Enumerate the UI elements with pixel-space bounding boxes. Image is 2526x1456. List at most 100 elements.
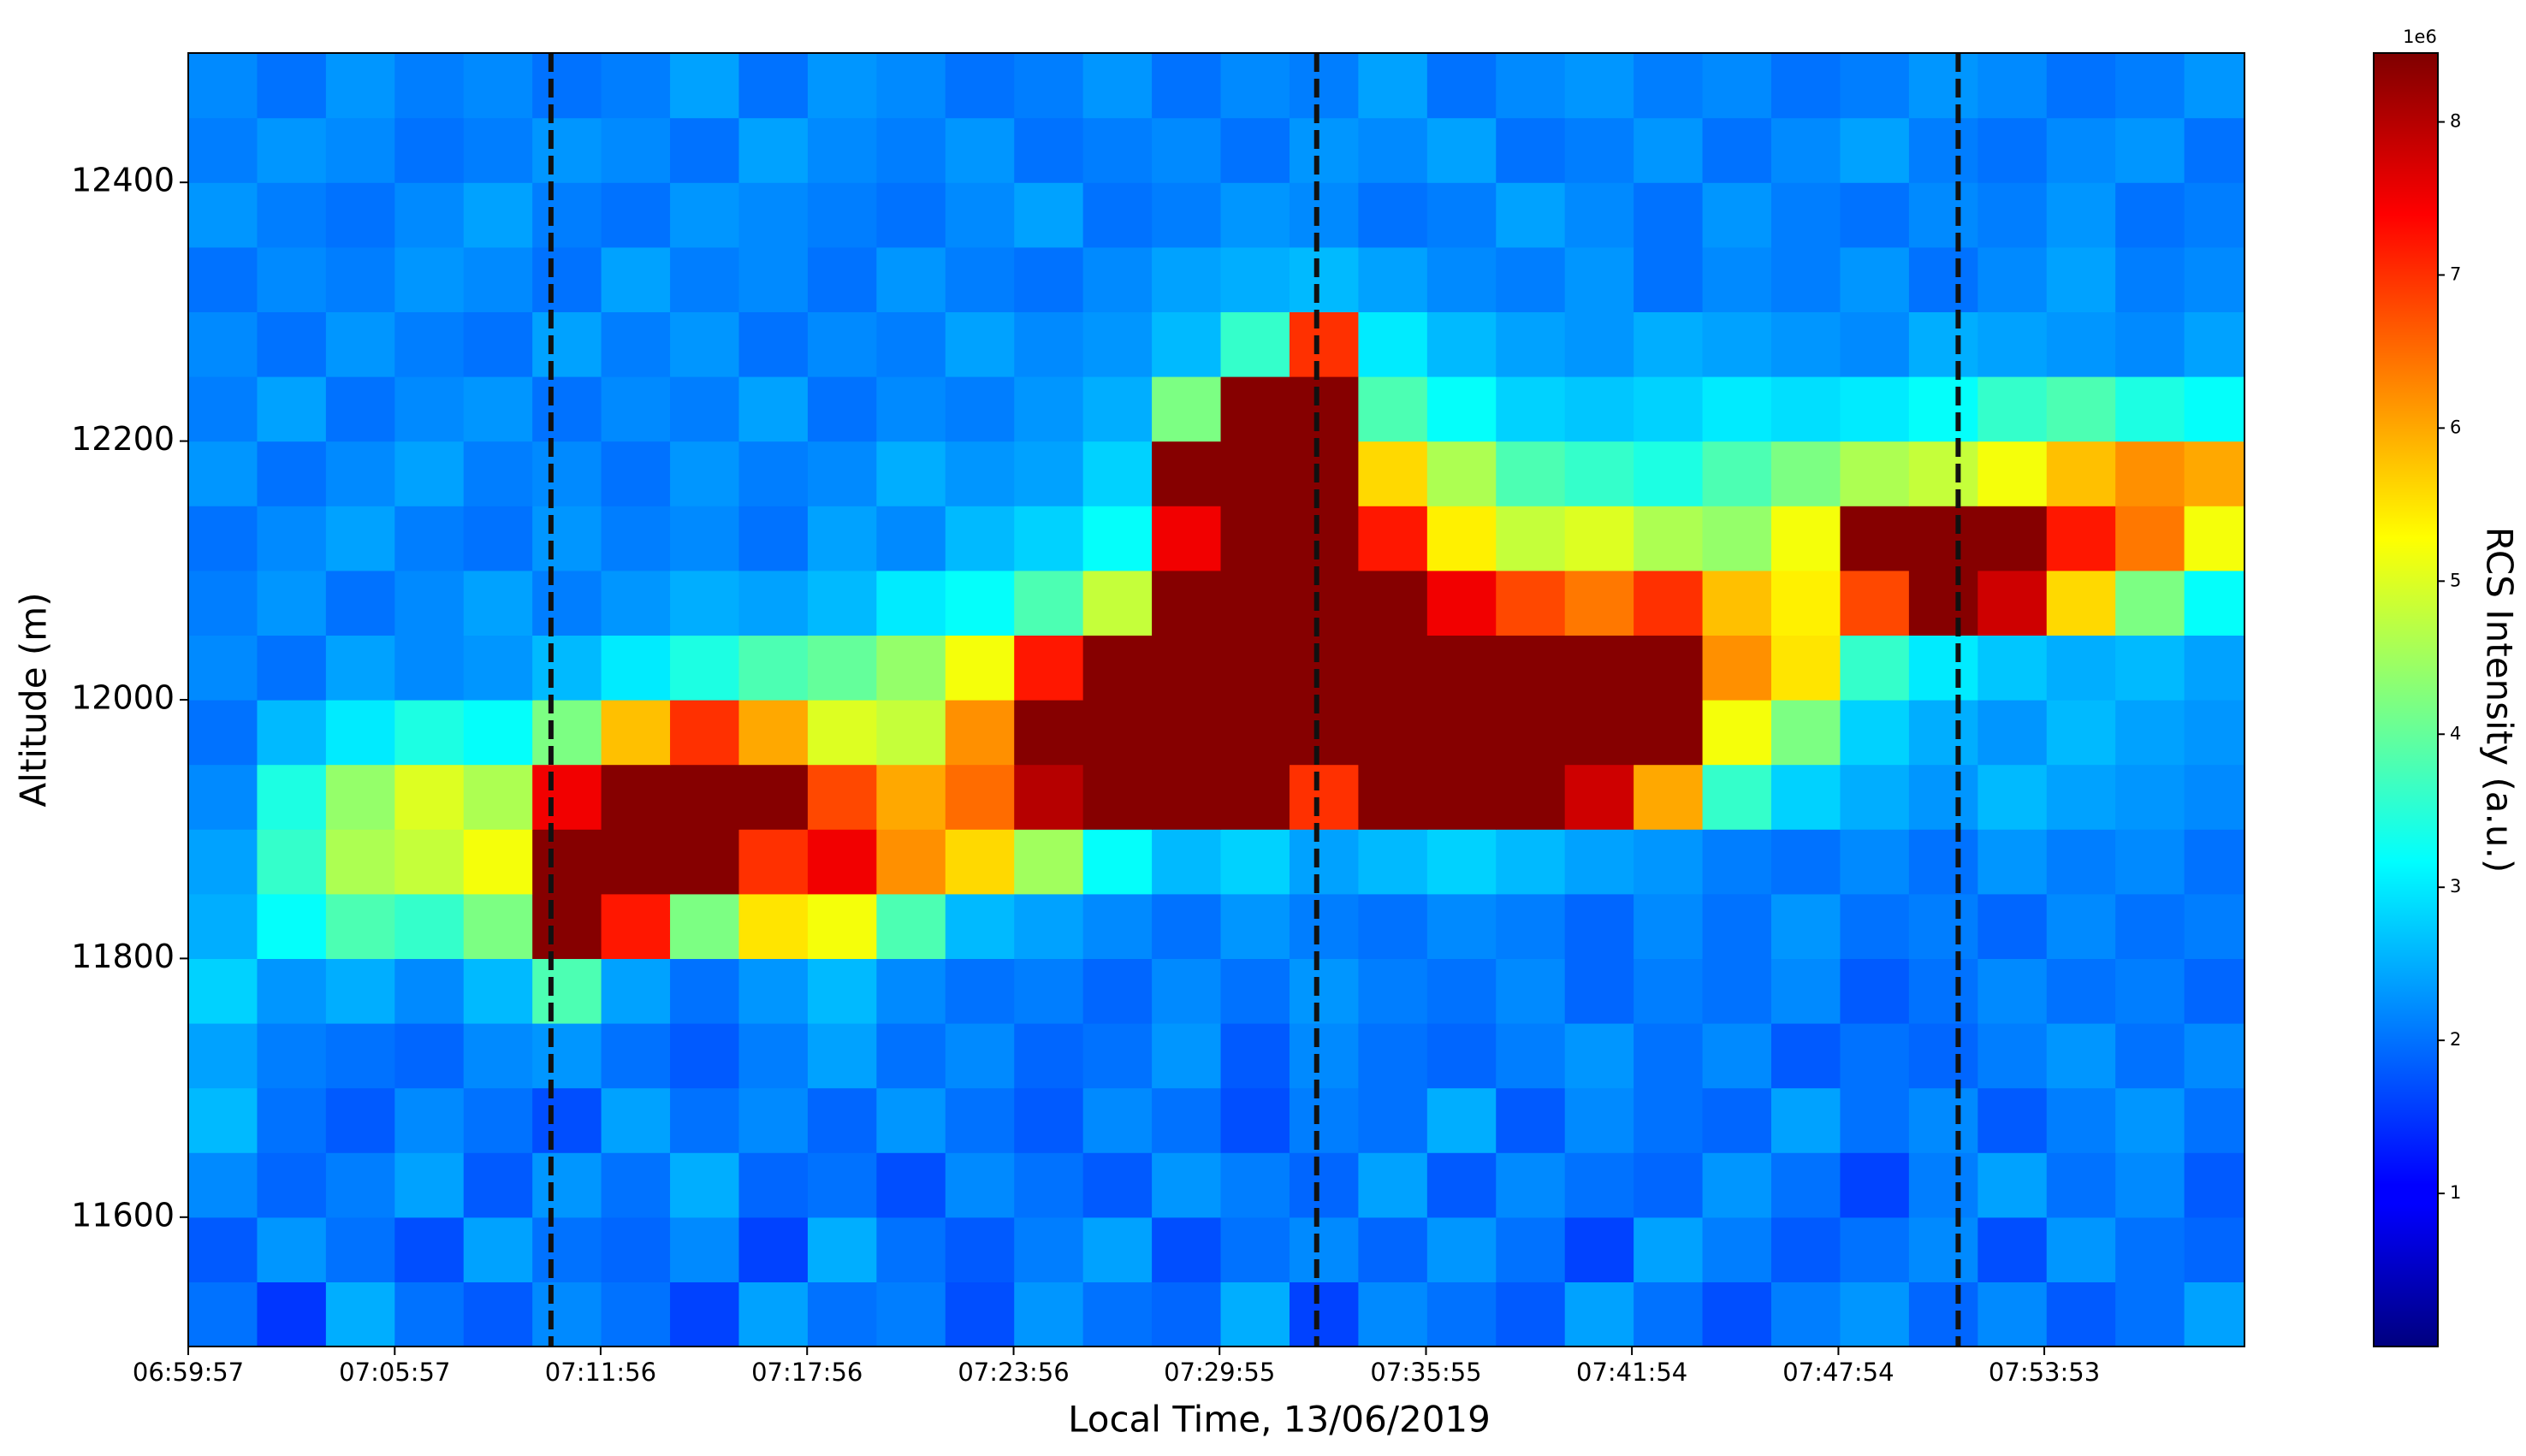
heatmap-cell [1908,376,1978,442]
heatmap-cell [1358,1087,1428,1153]
heatmap-cell [1426,1281,1497,1347]
heatmap-cell [670,246,740,312]
heatmap-cell [1220,1281,1290,1347]
heatmap-cell [2184,506,2244,571]
heatmap-cell [2046,1216,2116,1282]
heatmap-cell [1702,893,1772,959]
heatmap-cell [1014,441,1084,506]
heatmap-cell [188,1281,258,1347]
heatmap-cell [1564,376,1634,442]
heatmap-cell [1908,117,1978,183]
colorbar-tick-label: 8 [2450,111,2461,132]
heatmap-cell [394,893,465,959]
heatmap-cell [1496,311,1566,377]
heatmap-cell [1496,53,1566,119]
colorbar-tick-label: 3 [2450,876,2461,897]
heatmap-cell [807,506,877,571]
colorbar-title: RCS Intensity (a.u.) [2479,527,2521,873]
heatmap-cell [1634,635,1704,701]
heatmap-cell [738,1152,809,1218]
heatmap-cell [945,246,1015,312]
heatmap-cell [738,893,809,959]
heatmap-cell [1840,829,1910,895]
overlay: 11600 11800 12000 12200 12400 06:59:57 07:05:5… [71,53,2461,1387]
x-tick-label: 07:41:54 [1576,1358,1687,1387]
heatmap-cell [1426,53,1497,119]
heatmap-cell [601,1023,671,1089]
heatmap-cell [807,53,877,119]
heatmap-cell [1908,1023,1978,1089]
heatmap-cell [876,1152,946,1218]
heatmap-cell [1702,764,1772,830]
heatmap-cell [2046,700,2116,766]
heatmap-cell [2184,893,2244,959]
heatmap-cell [1152,1152,1222,1218]
heatmap-cell [2115,311,2185,377]
heatmap-cell [532,53,602,119]
heatmap-cell [257,764,327,830]
heatmap-cell [1220,441,1290,506]
heatmap-cell [1908,1152,1978,1218]
heatmap-cell [1152,441,1222,506]
heatmap-cell [394,182,465,248]
heatmap-cell [325,893,395,959]
heatmap-cell [2184,182,2244,248]
x-tick-label: 07:11:56 [545,1358,656,1387]
heatmap-cell [1634,246,1704,312]
heatmap-cell [1978,570,2048,636]
heatmap-cell [257,700,327,766]
heatmap-cell [601,635,671,701]
heatmap-cell [945,53,1015,119]
heatmap-cell [1840,1281,1910,1347]
heatmap-cell [1840,506,1910,571]
heatmap-cell [2046,570,2116,636]
heatmap-cell [2115,1152,2185,1218]
heatmap-cell [876,570,946,636]
heatmap-cell [257,182,327,248]
heatmap-cell [738,182,809,248]
heatmap-cell [394,441,465,506]
heatmap-cell [1014,958,1084,1024]
heatmap-cell [1426,1087,1497,1153]
heatmap-cell [1496,1281,1566,1347]
heatmap-cell [2115,506,2185,571]
heatmap-cell [2184,117,2244,183]
heatmap-cell [1082,441,1153,506]
heatmap-cell [1702,700,1772,766]
heatmap-cell [1634,764,1704,830]
heatmap-cell [1702,570,1772,636]
heatmap-cell [1496,700,1566,766]
heatmap-cell [1082,570,1153,636]
heatmap-cell [738,117,809,183]
heatmap-cell [325,570,395,636]
heatmap-cell [2046,441,2116,506]
heatmap-cell [188,570,258,636]
heatmap-cell [1564,1152,1634,1218]
heatmap-cell [532,700,602,766]
heatmap-cell [1908,441,1978,506]
heatmap-cell [1908,311,1978,377]
heatmap-cell [1082,246,1153,312]
heatmap-cell [2115,182,2185,248]
heatmap-cell [532,441,602,506]
heatmap-cell [876,311,946,377]
heatmap-cell [670,958,740,1024]
heatmap-cell [1702,1281,1772,1347]
heatmap-cell [188,117,258,183]
heatmap-cell [1220,182,1290,248]
heatmap-cell [1426,1152,1497,1218]
y-tick-label: 11600 [71,1196,175,1234]
heatmap-cell [601,53,671,119]
heatmap-cell [325,53,395,119]
heatmap-cell [738,958,809,1024]
heatmap-cell [1358,311,1428,377]
heatmap-cell [670,570,740,636]
heatmap-cell [2115,764,2185,830]
heatmap-cell [532,506,602,571]
heatmap-cell [945,182,1015,248]
heatmap-cell [1908,182,1978,248]
heatmap-cell [325,1152,395,1218]
heatmap-cell [1840,246,1910,312]
x-tick-label: 07:05:57 [339,1358,450,1387]
